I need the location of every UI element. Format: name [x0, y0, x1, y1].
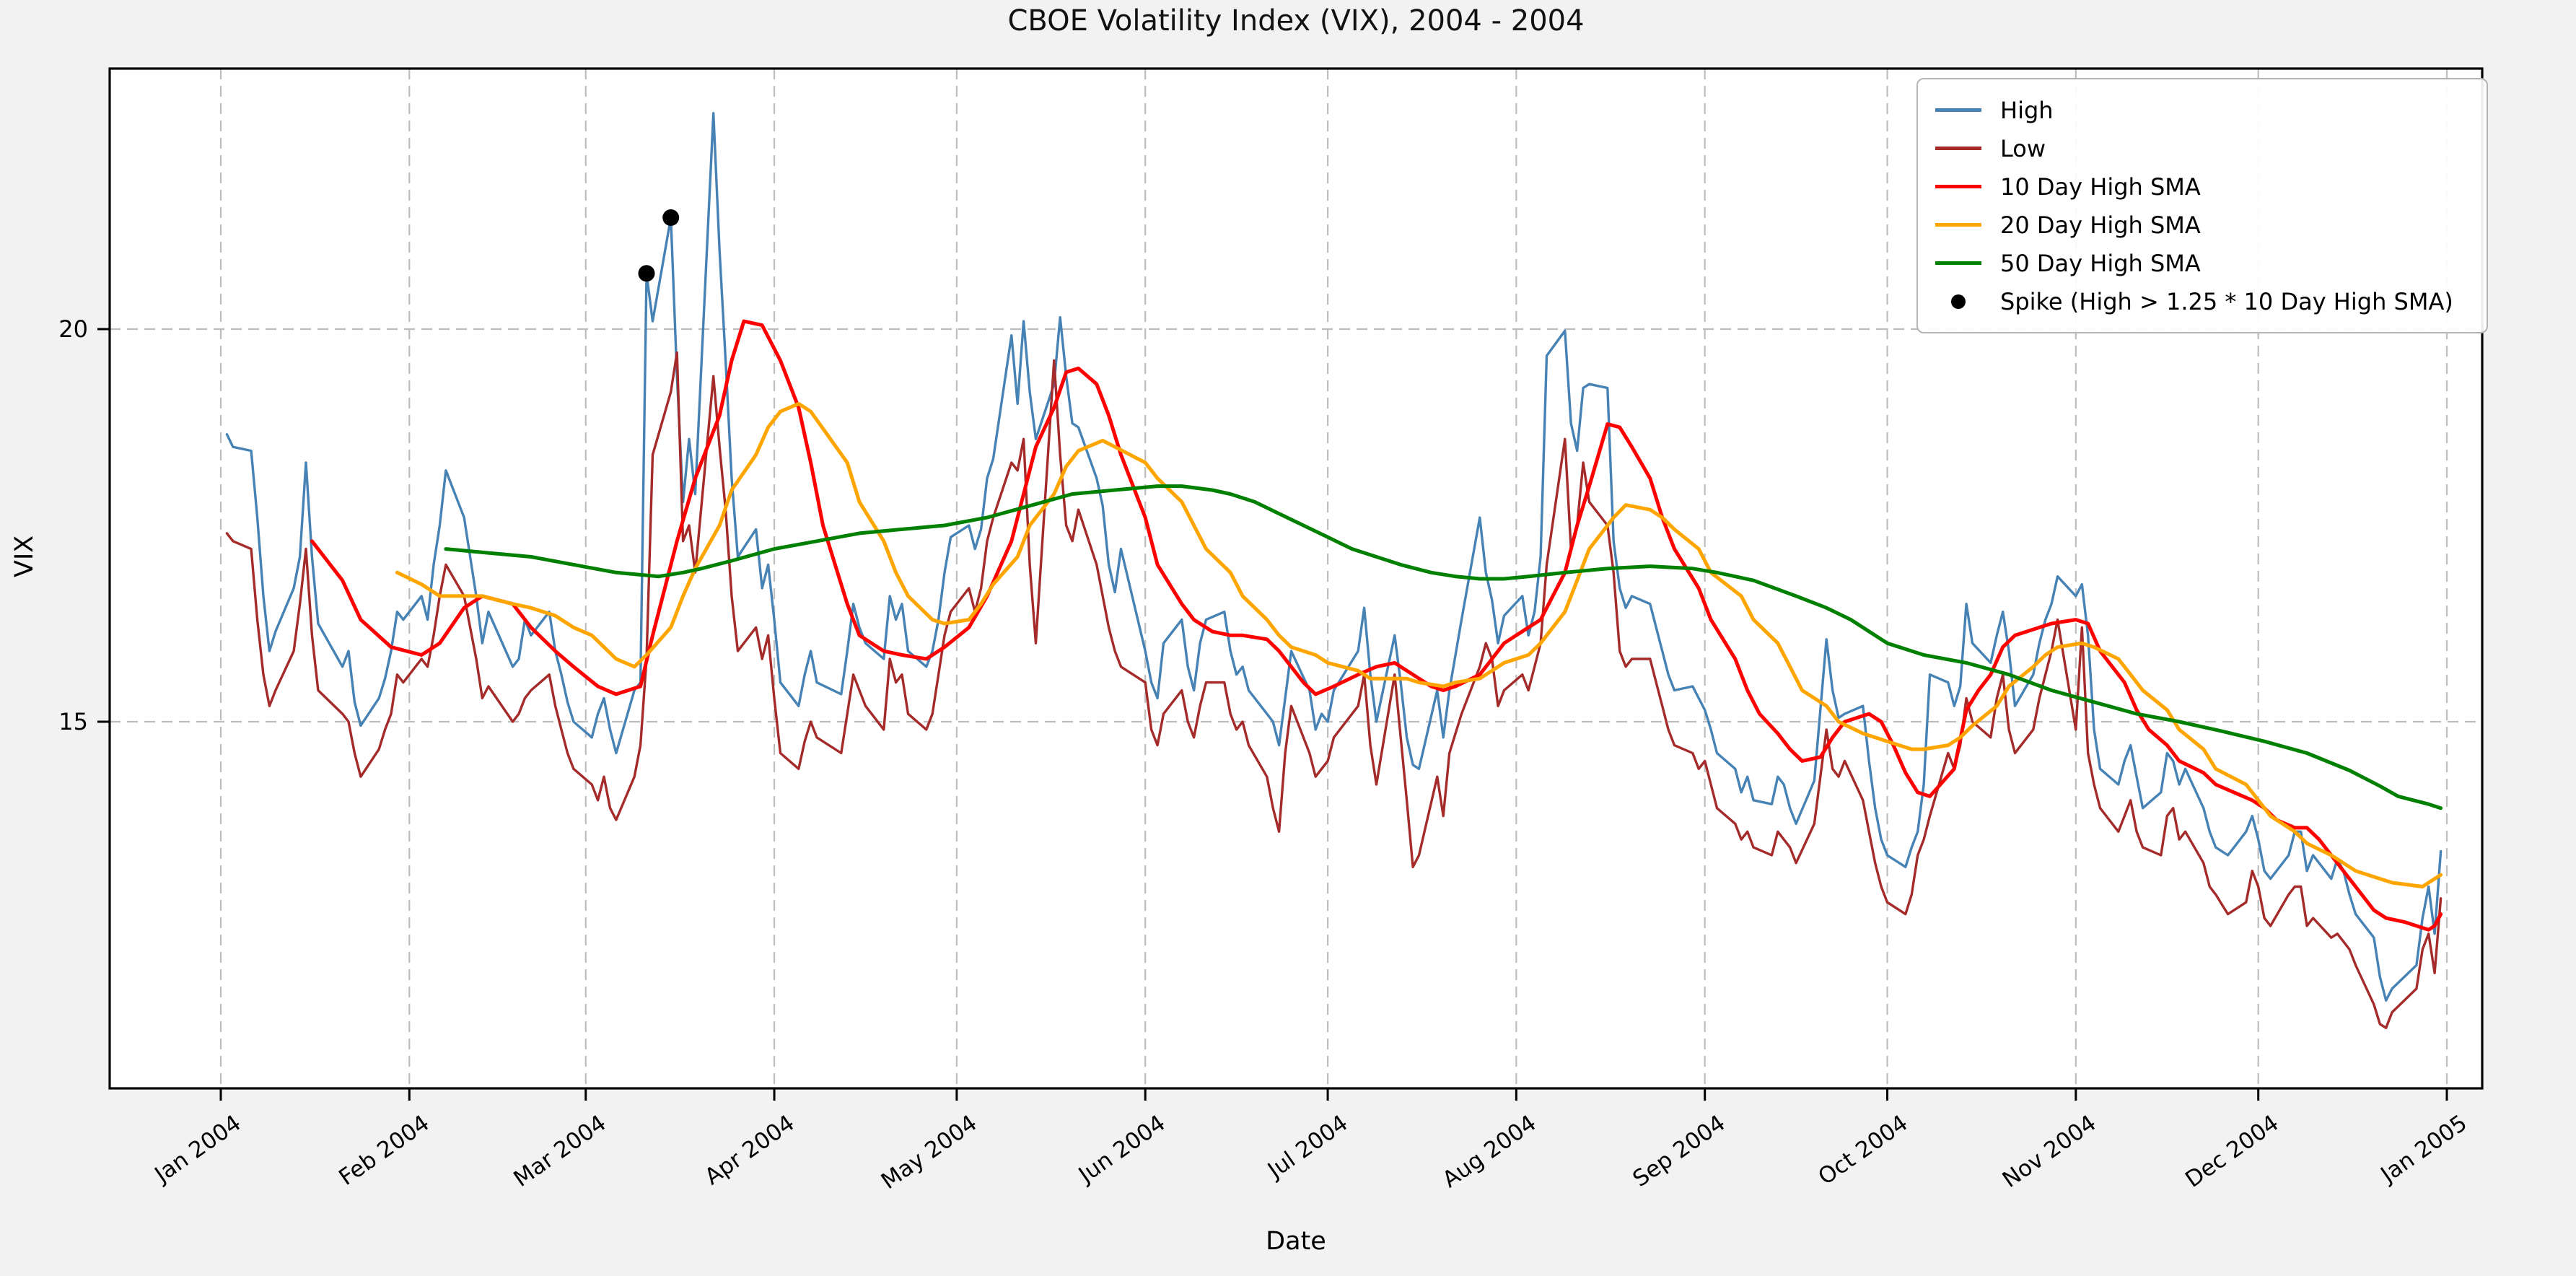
chart-title: CBOE Volatility Index (VIX), 2004 - 2004: [1007, 4, 1585, 38]
legend-item: Low: [1935, 129, 2469, 167]
legend-item: Spike (High > 1.25 * 10 Day High SMA): [1935, 282, 2469, 320]
legend-line-icon: [1935, 108, 1981, 112]
legend-line-icon: [1935, 261, 1981, 265]
y-axis-label: VIX: [10, 535, 39, 577]
y-tick-label: 20: [58, 315, 88, 343]
legend-line-icon: [1935, 185, 1981, 188]
legend-line-icon: [1935, 223, 1981, 227]
legend-label: High: [2000, 96, 2054, 124]
legend-line-icon: [1935, 147, 1981, 150]
spike-marker-icon: [1935, 294, 1981, 309]
legend-label: 10 Day High SMA: [2000, 172, 2201, 201]
legend-item: High: [1935, 91, 2469, 129]
legend-label: Low: [2000, 134, 2046, 162]
x-axis-label: Date: [1266, 1227, 1326, 1256]
legend-label: 20 Day High SMA: [2000, 211, 2201, 239]
legend-item: 50 Day High SMA: [1935, 244, 2469, 282]
legend-item: 10 Day High SMA: [1935, 167, 2469, 206]
y-tick-label: 15: [58, 708, 88, 735]
legend-item: 20 Day High SMA: [1935, 206, 2469, 244]
legend-label: Spike (High > 1.25 * 10 Day High SMA): [2000, 287, 2453, 315]
legend-label: 50 Day High SMA: [2000, 249, 2201, 277]
legend: High Low 10 Day High SMA 20 Day High SMA 50 …: [1916, 78, 2488, 333]
